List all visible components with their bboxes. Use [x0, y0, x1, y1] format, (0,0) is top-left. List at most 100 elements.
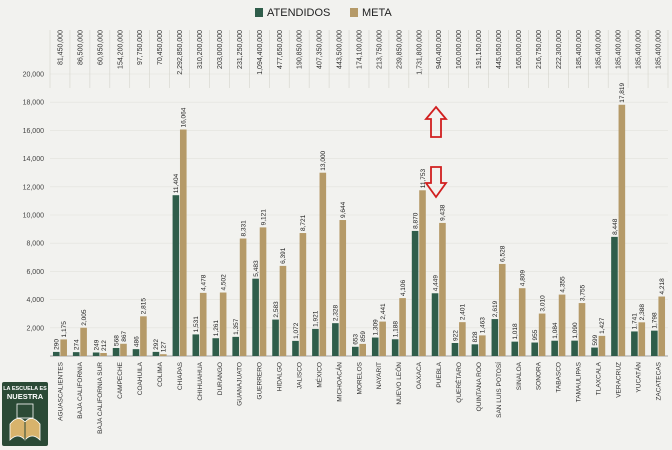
category-labels: AGUASCALIENTES BAJA CALIFORNIA BAJA CALIFO… — [57, 361, 662, 434]
bar-atendidos — [52, 351, 60, 356]
bar-meta — [80, 327, 87, 356]
y-tick-label: 14,000 — [23, 156, 45, 163]
bar-meta — [439, 222, 446, 356]
category-label: SONORA — [536, 361, 543, 390]
value-label-atendidos: 5,483 — [253, 260, 260, 277]
category-label: GUERRERO — [257, 362, 264, 400]
top-amount-label: 174,100,000 — [357, 30, 364, 69]
value-label-meta: 4,106 — [400, 279, 407, 296]
value-label-atendidos: 653 — [353, 334, 360, 345]
bar-atendidos — [551, 340, 558, 356]
value-label-meta: 4,355 — [559, 276, 566, 293]
value-label-meta: 1,427 — [599, 317, 606, 334]
top-amount-label: 70,450,000 — [157, 30, 164, 65]
value-label-atendidos: 8,870 — [412, 212, 419, 229]
category-label: GUANAJUATO — [237, 362, 244, 406]
value-label-atendidos: 292 — [153, 339, 160, 350]
value-label-atendidos: 1,261 — [213, 320, 220, 337]
bar-atendidos — [431, 293, 439, 356]
value-label-atendidos: 922 — [452, 330, 459, 341]
top-amount-label: 191,150,000 — [476, 30, 483, 69]
bar-meta — [379, 321, 386, 356]
top-amount-label: 445,050,000 — [496, 30, 503, 69]
value-label-atendidos: 4,449 — [432, 275, 439, 292]
top-amount-label: 154,200,000 — [117, 30, 124, 69]
bar-meta — [479, 335, 486, 356]
value-label-meta: 212 — [101, 340, 108, 351]
top-amount-label: 86,500,000 — [77, 30, 84, 65]
category-label: SINALOA — [516, 361, 523, 390]
value-label-meta: 9,644 — [340, 201, 347, 218]
bar-atendidos — [172, 195, 180, 356]
bar-meta — [538, 313, 546, 356]
bar-meta — [498, 263, 506, 356]
bar-meta — [120, 343, 127, 356]
logo-line-1: LA ESCUELA ES — [3, 386, 47, 392]
value-label-meta: 2,005 — [81, 309, 88, 326]
bar-meta — [259, 227, 267, 356]
value-label-atendidos: 1,309 — [373, 319, 380, 336]
legend-label-meta: META — [362, 7, 392, 19]
bar-meta — [219, 292, 227, 356]
category-label: ZACATECAS — [655, 361, 662, 400]
bar-atendidos — [611, 236, 618, 356]
value-label-meta: 4,809 — [519, 270, 526, 287]
value-label-atendidos: 1,357 — [233, 318, 240, 335]
bar-meta — [100, 353, 107, 356]
bar-meta — [60, 339, 67, 356]
bar-atendidos — [132, 349, 140, 356]
value-label-atendidos: 1,531 — [193, 316, 200, 333]
bar-meta — [618, 104, 626, 356]
value-label-meta: 6,391 — [280, 247, 287, 264]
value-label-meta: 13,000 — [320, 150, 327, 170]
arrow-down-outline-icon — [424, 166, 448, 199]
category-label: QUINTANA ROO — [476, 362, 483, 411]
category-label: COAHUILA — [137, 361, 144, 395]
value-label-meta: 16,064 — [181, 107, 188, 127]
value-label-atendidos: 1,084 — [552, 322, 559, 339]
bar-meta — [299, 233, 307, 356]
top-amount-label: 185,400,000 — [656, 30, 663, 69]
value-label-meta: 9,438 — [440, 204, 447, 221]
value-label-meta: 3,755 — [579, 284, 586, 301]
value-label-meta: 8,331 — [240, 220, 247, 237]
category-label: PUEBLA — [436, 361, 443, 387]
bar-meta — [658, 296, 666, 356]
value-label-meta: 8,721 — [300, 214, 307, 231]
value-label-atendidos: 11,404 — [173, 173, 180, 193]
bar-meta — [598, 335, 606, 356]
category-label: BAJA CALIFORNIA SUR — [97, 362, 104, 434]
category-label: MICHOACÁN — [334, 362, 343, 402]
value-label-meta: 9,121 — [260, 209, 267, 226]
y-tick-label: 8,000 — [26, 241, 44, 248]
top-amount-label: 160,000,000 — [456, 30, 463, 69]
value-label-meta: 859 — [360, 331, 367, 342]
y-tick-label: 10,000 — [23, 213, 45, 220]
value-label-atendidos: 568 — [113, 335, 120, 346]
y-tick-label: 20,000 — [23, 72, 45, 79]
value-label-meta: 4,502 — [220, 274, 227, 291]
bar-atendidos — [471, 344, 479, 356]
top-amount-label: 190,850,000 — [297, 30, 304, 69]
bar-atendidos — [631, 331, 638, 356]
y-tick-label: 4,000 — [26, 297, 44, 304]
bar-meta — [359, 343, 366, 356]
legend-swatch-atendidos — [255, 8, 263, 17]
bar-atendidos — [491, 319, 499, 356]
category-label: CHIHUAHUA — [197, 361, 204, 400]
bar-atendidos — [371, 337, 379, 356]
value-label-atendidos: 2,328 — [333, 305, 340, 322]
category-label: VERACRUZ — [615, 362, 622, 398]
value-label-meta: 3,010 — [539, 295, 546, 312]
bar-atendidos — [312, 328, 319, 356]
bar-meta — [558, 294, 566, 356]
legend: ATENDIDOS META — [255, 7, 392, 19]
bar-meta — [279, 265, 287, 356]
bar-atendidos — [152, 351, 160, 356]
bar-atendidos — [192, 334, 200, 356]
bar-atendidos — [72, 352, 80, 356]
value-label-atendidos: 1,188 — [392, 321, 399, 338]
top-amount-label: 1,094,400,000 — [257, 30, 264, 75]
value-label-atendidos: 828 — [472, 331, 479, 342]
